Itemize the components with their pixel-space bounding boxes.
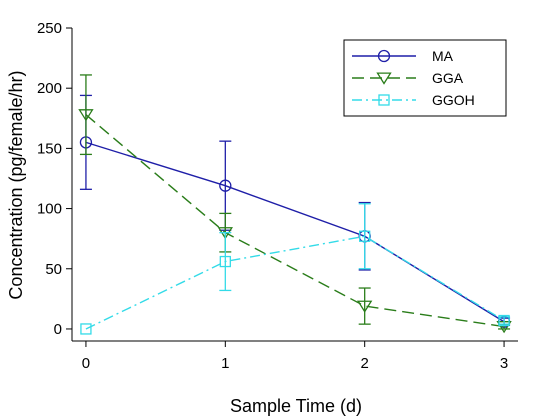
data-point: [78, 109, 94, 122]
legend-label: GGA: [432, 70, 464, 86]
series-line: [85, 141, 505, 323]
data-point: [498, 314, 510, 327]
y-tick-label: 50: [45, 261, 62, 278]
series-ggoh: [80, 203, 511, 335]
x-tick-label: 2: [361, 355, 369, 372]
data-point: [219, 179, 232, 192]
legend: MA GGA GGOH: [343, 39, 507, 117]
series-line: [85, 235, 505, 330]
y-ticks: 0 50 100 150 200 250: [37, 20, 72, 338]
y-tick-label: 150: [37, 140, 62, 157]
legend-item-ma: MA: [352, 48, 454, 64]
series-ma: [79, 94, 511, 328]
y-tick-label: 250: [37, 20, 62, 37]
axes: [71, 28, 518, 342]
legend-item-ggoh: GGOH: [352, 92, 475, 108]
data-point: [357, 300, 373, 313]
data-point: [359, 230, 371, 242]
x-tick-label: 3: [500, 355, 508, 372]
y-tick-label: 200: [37, 80, 62, 97]
data-point: [219, 255, 231, 268]
x-ticks: 0 1 2 3: [82, 341, 508, 372]
series-layer: [78, 74, 512, 335]
y-axis-title: Concentration (pg/female/hr): [6, 70, 26, 299]
x-tick-label: 1: [221, 355, 229, 372]
legend-marker: [377, 49, 391, 63]
y-tick-label: 0: [54, 321, 62, 338]
x-axis-title: Sample Time (d): [230, 396, 362, 416]
legend-marker: [376, 72, 392, 85]
legend-label: MA: [432, 48, 454, 64]
data-point: [80, 323, 92, 335]
legend-label: GGOH: [432, 92, 475, 108]
series-line: [85, 114, 505, 328]
legend-box: [343, 39, 507, 117]
x-tick-label: 0: [82, 355, 90, 372]
y-tick-label: 100: [37, 201, 62, 218]
legend-item-gga: GGA: [352, 70, 464, 86]
legend-marker: [378, 94, 390, 106]
